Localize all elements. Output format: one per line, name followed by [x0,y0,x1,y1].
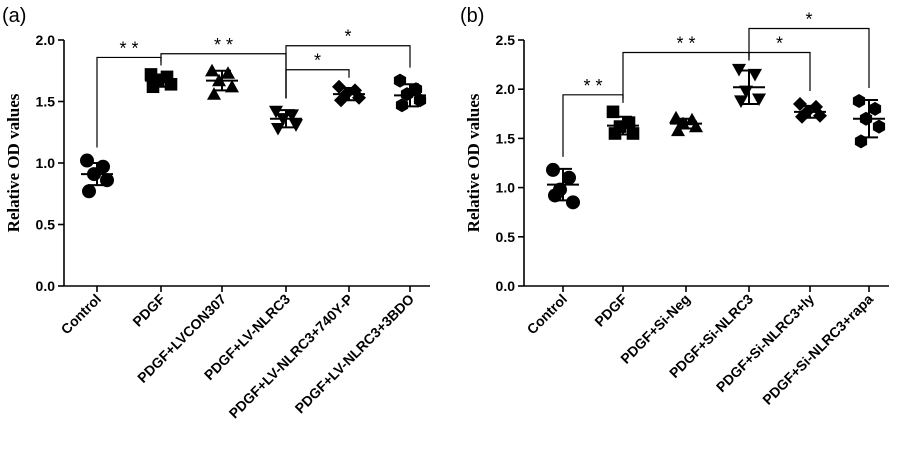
significance-label: * * [119,38,138,58]
y-tick-label: 0.0 [496,278,516,294]
bracket-line [748,27,870,89]
x-tick-label: PDGF [129,290,168,329]
data-point [332,79,346,94]
y-tick-label: 2.0 [36,32,56,48]
significance-bracket: * * [160,35,287,99]
data-point [80,153,94,168]
data-point [393,73,407,88]
data-point [748,68,762,82]
data-point [752,93,766,107]
chart-panel-2: (b) 0.0 0.5 1.0 1.5 2.0 2.5 Relative OD values C… [460,5,889,408]
data-point [548,188,562,203]
data-group [332,79,366,108]
data-point [562,170,576,185]
y-tick-label: 1.0 [36,155,56,171]
data-point [207,87,221,100]
x-tick-label: PDGF+LV-NLRC3+3BDO [292,291,418,417]
data-point [413,93,427,108]
data-point [205,63,219,77]
data-point [225,79,239,93]
significance-bracket: * [748,34,811,91]
data-group [80,153,114,199]
x-tick-label: Control [524,291,571,338]
significance-bracket: * [748,10,870,89]
data-point [221,66,235,79]
data-point [566,195,580,210]
data-group [546,162,580,210]
data-group [205,63,239,100]
data-point [271,122,285,136]
significance-label: * * [583,76,602,96]
data-point [285,109,299,123]
y-tick-label: 2.5 [496,32,516,48]
data-group [793,96,827,124]
x-tick-label: Control [58,291,105,338]
y-tick-label: 1.5 [36,94,56,110]
x-tick-label: PDGF+LV-NLRC3+740Y-P [226,291,357,422]
data-point [606,105,620,119]
data-point [734,95,748,109]
bracket-line [622,51,750,99]
data-point [669,110,683,124]
significance-label: * [776,34,783,54]
y-tick-label: 2.0 [496,81,516,97]
bracket-line [285,45,411,99]
y-tick-label: 1.5 [496,130,516,146]
data-point [852,94,866,108]
data-group [144,68,178,94]
y-tick-label: 0.5 [36,217,56,233]
significance-label: * [314,51,321,71]
significance-label: * [805,10,812,30]
data-point [872,119,886,134]
y-axis-title: Relative OD values [4,93,23,232]
y-tick-label: 0.5 [496,229,516,245]
data-group [732,63,766,109]
chart-panel-1: (a) 0.0 0.5 1.0 1.5 2.0 Relative OD values Cont… [2,5,430,421]
significance-label: * * [214,35,233,55]
panel-label: (a) [2,5,26,27]
y-tick-label: 1.0 [496,180,516,196]
data-point [289,119,303,132]
data-point [269,105,283,119]
data-point [671,123,685,137]
data-group [269,105,303,136]
panel-label: (b) [460,5,484,27]
data-point [868,101,882,116]
x-tick-label: PDGF+Si-NLRC3+rapa [759,291,876,408]
data-group [669,110,703,137]
significance-label: * [344,27,351,47]
y-tick-label: 0.0 [36,278,56,294]
data-point [732,63,746,77]
y-axis-title: Relative OD values [464,93,483,232]
data-point [626,127,640,140]
data-point [793,96,807,111]
data-point [82,184,96,199]
data-group [606,105,640,140]
significance-bracket: * [285,27,411,99]
data-group [393,73,427,113]
data-point [546,162,560,177]
data-point [100,173,114,188]
data-group [852,94,886,149]
data-point [395,98,409,113]
significance-bracket: * * [622,34,750,99]
x-tick-label: PDGF [591,290,630,329]
significance-label: * * [676,34,695,54]
